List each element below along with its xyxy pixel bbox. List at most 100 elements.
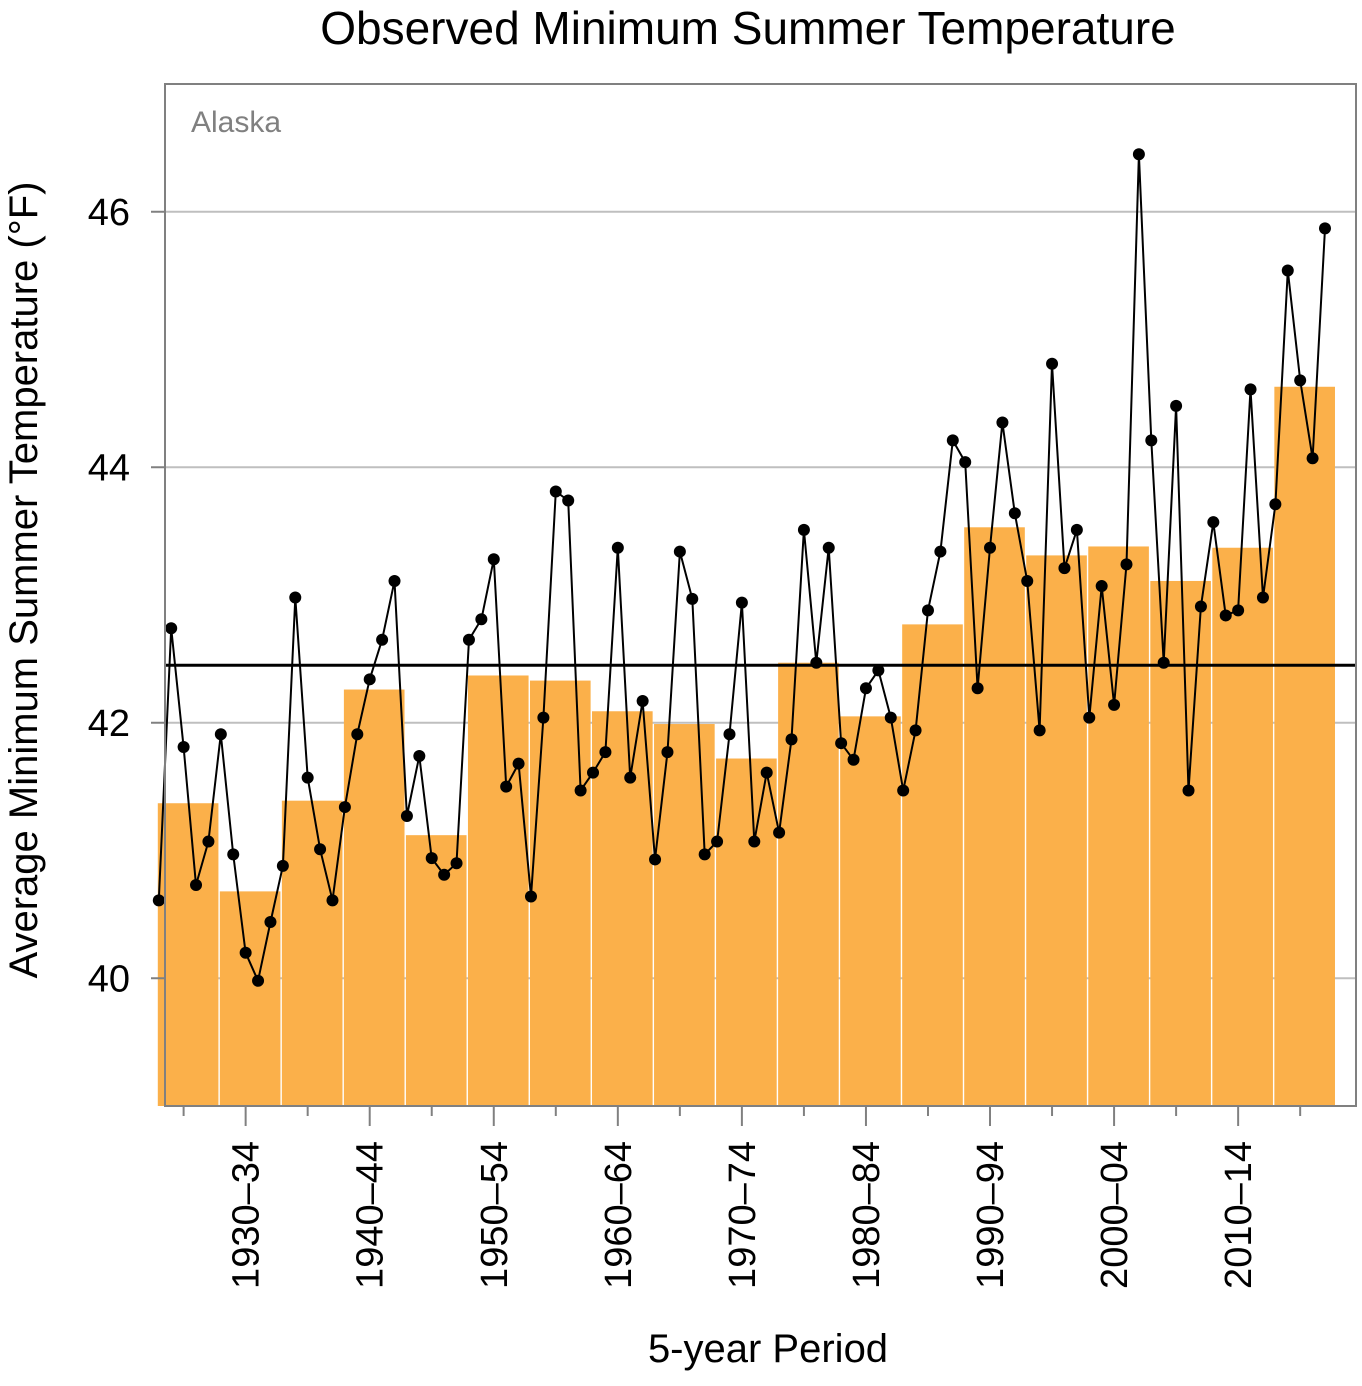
bar [716, 758, 777, 1106]
data-point [673, 545, 686, 558]
x-tick-label: 2010–14 [1218, 1141, 1260, 1289]
x-tick-label: 1970–74 [722, 1141, 764, 1289]
data-point [1244, 383, 1257, 396]
data-point [438, 868, 451, 881]
data-point [562, 494, 575, 507]
bar [1274, 386, 1335, 1107]
plot-frame [164, 83, 1357, 1107]
bar [343, 689, 405, 1106]
data-point [760, 766, 773, 779]
x-tick-label: 1960–64 [598, 1141, 640, 1289]
data-point [959, 456, 972, 469]
x-tick-label: 1940–44 [350, 1141, 392, 1289]
data-point [202, 835, 215, 848]
data-point [276, 859, 289, 872]
chart-title: Observed Minimum Summer Temperature [320, 2, 1176, 54]
data-point [1170, 399, 1183, 412]
data-point [1120, 558, 1133, 571]
data-point [996, 416, 1009, 429]
data-point [822, 541, 835, 554]
data-point [1219, 609, 1232, 622]
y-tick-label: 46 [88, 192, 130, 234]
x-tick-label: 1990–94 [970, 1141, 1012, 1289]
data-point [897, 784, 910, 797]
bar [529, 680, 591, 1106]
data-point [711, 835, 724, 848]
x-tick-label: 1930–34 [226, 1141, 268, 1289]
data-point [1207, 516, 1220, 529]
data-point [723, 728, 736, 741]
annual-series [152, 148, 1331, 987]
bar [1150, 580, 1211, 1106]
data-point [946, 434, 959, 447]
data-point [735, 596, 748, 609]
data-point [1269, 498, 1282, 511]
x-axis: 1930–34 1940–44 1950–54 1960–64 1970–74 1980–… [182, 1106, 1302, 1289]
data-point [649, 853, 662, 866]
data-point [1095, 580, 1108, 593]
data-point [400, 810, 413, 823]
bar [592, 711, 653, 1106]
data-point [314, 843, 327, 856]
data-point [264, 916, 277, 929]
x-tick-label: 1950–54 [474, 1141, 516, 1289]
bar [157, 803, 219, 1106]
data-point [1058, 562, 1071, 575]
y-axis: 40 42 44 46 [88, 192, 165, 1000]
data-point [587, 766, 600, 779]
data-point [227, 848, 240, 861]
data-point [351, 728, 364, 741]
data-point [1281, 264, 1294, 277]
bar [467, 675, 529, 1106]
data-point [1157, 656, 1170, 669]
x-tick-label: 1980–84 [846, 1141, 888, 1289]
data-point [500, 780, 513, 793]
data-point [624, 771, 637, 784]
bar [902, 624, 963, 1106]
data-point [425, 852, 438, 865]
data-point [698, 848, 711, 861]
data-point [909, 724, 922, 737]
data-point [1108, 698, 1121, 711]
data-point [388, 574, 401, 587]
data-point [1083, 711, 1096, 724]
data-point [475, 613, 488, 626]
data-point [661, 746, 674, 759]
data-point [859, 682, 872, 695]
y-tick-label: 44 [88, 447, 130, 489]
data-point [1046, 357, 1059, 370]
data-point [450, 857, 463, 870]
bar [1212, 547, 1273, 1106]
data-point [549, 485, 562, 498]
data-point [574, 784, 587, 797]
data-point [611, 541, 624, 554]
data-point [1008, 507, 1021, 520]
data-point [971, 682, 984, 695]
data-point [524, 890, 537, 903]
x-axis-title: 5-year Period [648, 1327, 888, 1371]
data-point [773, 826, 786, 839]
data-point [921, 604, 934, 617]
y-axis-title: Average Minimum Summer Temperature (°F) [2, 182, 46, 979]
bar [840, 716, 901, 1106]
data-point [376, 633, 389, 646]
data-point [338, 801, 351, 814]
data-point [1294, 374, 1307, 387]
data-point [165, 622, 178, 635]
bar [405, 835, 467, 1106]
data-point [785, 733, 798, 746]
bars [157, 386, 1335, 1107]
data-point [797, 523, 810, 536]
data-point [835, 737, 848, 750]
data-point [599, 746, 612, 759]
data-point [152, 894, 165, 907]
data-point [289, 591, 302, 604]
data-point [934, 545, 947, 558]
data-point [301, 771, 314, 784]
data-point [487, 553, 500, 566]
data-point [252, 974, 265, 987]
data-point [239, 946, 252, 959]
data-point [537, 711, 550, 724]
data-point [847, 753, 860, 766]
